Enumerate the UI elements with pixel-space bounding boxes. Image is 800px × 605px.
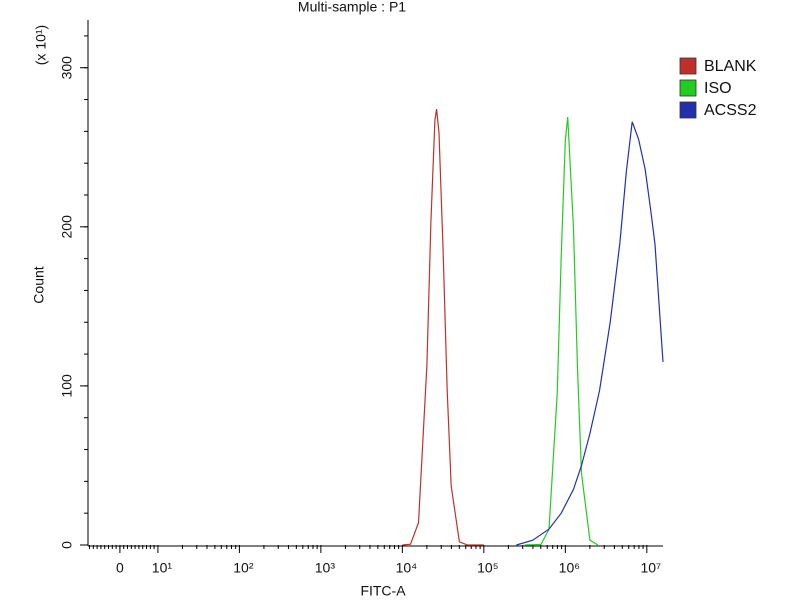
x-tick-label: 10⁷ — [640, 560, 661, 576]
legend-swatch — [679, 79, 697, 97]
x-axis-label: FITC-A — [360, 583, 406, 599]
histogram-line — [524, 116, 599, 546]
y-tick-label: 300 — [59, 56, 75, 80]
y-multiplier: (x 10¹) — [33, 25, 49, 65]
chart-title: Multi-sample : P1 — [298, 0, 406, 15]
legend-swatch — [679, 101, 697, 119]
legend-label: ACSS2 — [704, 102, 757, 119]
y-axis-label: Count — [31, 266, 47, 303]
x-tick-label: 10¹ — [152, 560, 173, 576]
x-tick-label: 10² — [233, 560, 254, 576]
x-tick-label: 10³ — [315, 560, 336, 576]
x-tick-label: 10⁴ — [396, 560, 418, 576]
y-tick-label: 200 — [59, 215, 75, 239]
legend-label: BLANK — [704, 58, 757, 75]
x-tick-label: 10⁵ — [477, 560, 498, 576]
y-tick-label: 100 — [59, 374, 75, 398]
y-tick-label: 0 — [59, 541, 75, 549]
histogram-line — [516, 121, 664, 546]
legend-label: ISO — [704, 80, 732, 97]
x-tick-label: 10⁶ — [559, 560, 580, 576]
x-tick-label: 0 — [116, 560, 124, 576]
legend-swatch — [679, 57, 697, 75]
histogram-line — [402, 109, 484, 546]
